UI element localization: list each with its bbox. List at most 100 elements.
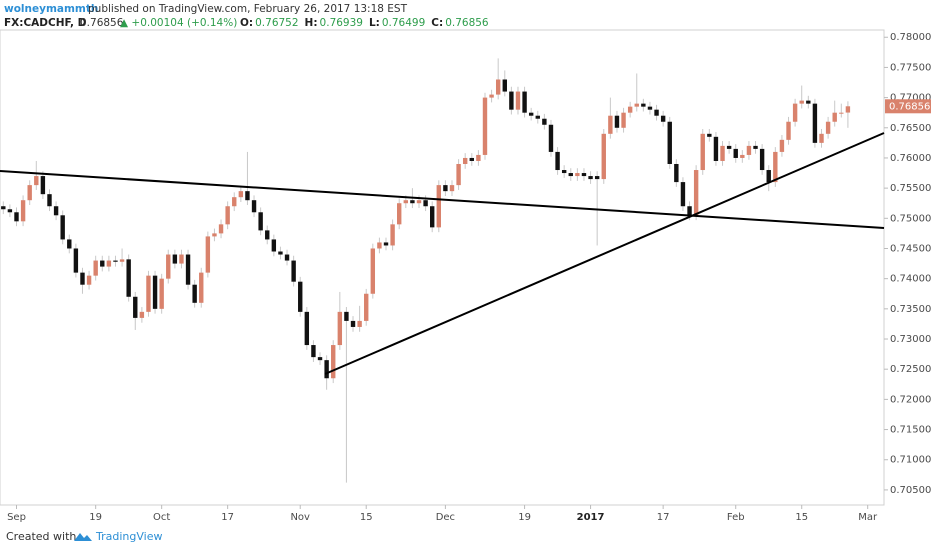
y-tick-label: 0.76000 — [890, 153, 931, 164]
y-tick-label: 0.71000 — [890, 455, 931, 466]
candle-body — [403, 200, 409, 204]
candle-body — [792, 103, 798, 122]
candle-body — [680, 182, 686, 207]
candle-body — [740, 154, 745, 158]
candle-body — [806, 100, 811, 104]
candle-body — [509, 91, 514, 110]
change: ▲ +0.00104 (+0.14%) — [120, 17, 237, 29]
candle-body — [370, 248, 376, 294]
candle-body — [443, 185, 448, 192]
candle-body — [14, 212, 19, 222]
y-tick-label: 0.73500 — [890, 304, 931, 315]
ohlc-value: 0.76499 — [382, 17, 425, 29]
candle-body — [27, 185, 32, 201]
candle-body — [258, 212, 263, 231]
candle-body — [555, 151, 560, 171]
candle-body — [383, 242, 389, 246]
candle-body — [34, 176, 39, 186]
candle-body — [588, 176, 593, 180]
candle-body — [40, 176, 46, 195]
y-tick-label: 0.71500 — [890, 425, 931, 436]
candle-body — [119, 259, 125, 262]
candle-body — [192, 284, 197, 303]
candle-body — [779, 139, 785, 152]
candle-body — [317, 357, 323, 361]
candle-body — [726, 145, 732, 149]
y-tick-label: 0.72500 — [890, 364, 931, 375]
candle-body — [331, 345, 336, 379]
candle-body — [759, 148, 765, 171]
candle-body — [687, 206, 692, 216]
candle-body — [660, 115, 666, 122]
y-tick-label: 0.70500 — [890, 485, 931, 496]
candle-body — [627, 106, 633, 113]
candle-body — [410, 200, 415, 204]
ohlc-value: 0.76856 — [445, 17, 489, 29]
ohlc-label: L: — [369, 17, 380, 29]
x-tick-label: Oct — [153, 512, 170, 523]
symbol: FX:CADCHF, D — [4, 17, 87, 29]
y-tick-label: 0.76500 — [890, 123, 931, 134]
published: published on TradingView.com, February 2… — [88, 3, 408, 15]
y-tick-label: 0.78000 — [890, 32, 931, 43]
candle-body — [113, 260, 118, 262]
candle-body — [495, 79, 501, 95]
candle-body — [733, 148, 738, 158]
candle-body — [799, 100, 804, 104]
candle-body — [20, 200, 26, 222]
y-tick-label: 0.75000 — [890, 213, 931, 224]
x-tick-label: Feb — [727, 512, 745, 523]
candle-body — [839, 112, 844, 114]
candle-body — [364, 293, 369, 321]
candle-body — [469, 157, 474, 161]
candle-body — [707, 133, 712, 137]
candle-body — [641, 103, 646, 107]
brand[interactable]: TradingView — [95, 530, 162, 543]
last-price-label: 0.76856 — [889, 101, 930, 112]
y-tick-label: 0.74000 — [890, 274, 931, 285]
y-tick-label: 0.77000 — [890, 93, 931, 104]
candle-body — [245, 191, 250, 201]
price: 0.76856 — [80, 17, 124, 29]
candle-body — [100, 260, 105, 267]
ohlc-label: H: — [305, 17, 318, 29]
candle-body — [667, 121, 672, 164]
candle-body — [172, 254, 178, 264]
candle-body — [397, 203, 402, 225]
candle-body — [786, 121, 791, 140]
ohlc-label: O: — [240, 17, 253, 29]
candle-body — [568, 173, 573, 177]
candle-body — [86, 275, 92, 285]
candle-body — [621, 112, 626, 128]
candle-body — [199, 272, 204, 303]
candle-body — [449, 185, 455, 192]
candle-body — [298, 281, 303, 312]
created-with: Created with — [6, 530, 76, 543]
plot-frame — [0, 29, 885, 506]
candle-body — [594, 176, 600, 180]
candle-body — [225, 206, 230, 225]
candle-body — [126, 259, 131, 297]
candle-body — [284, 254, 290, 261]
candle-body — [416, 200, 422, 204]
candles — [1, 58, 851, 483]
candle-body — [152, 275, 158, 309]
candle-body — [185, 254, 191, 285]
candle-body — [773, 151, 778, 183]
candle-body — [311, 345, 316, 358]
candle-body — [713, 136, 719, 161]
candle-body — [324, 360, 329, 379]
candle-body — [139, 311, 145, 318]
candle-body — [654, 109, 659, 116]
x-tick-label: Sep — [7, 512, 26, 523]
x-tick-label: Nov — [290, 512, 310, 523]
candle-body — [304, 311, 310, 346]
candle-body — [73, 248, 79, 273]
candle-body — [179, 254, 184, 264]
author[interactable]: wolneymammth — [4, 3, 98, 15]
candle-body — [489, 94, 494, 98]
candle-body — [693, 170, 699, 216]
x-tick-label: 15 — [360, 512, 373, 523]
trend-line — [324, 132, 885, 375]
x-tick-label: Mar — [858, 512, 878, 523]
